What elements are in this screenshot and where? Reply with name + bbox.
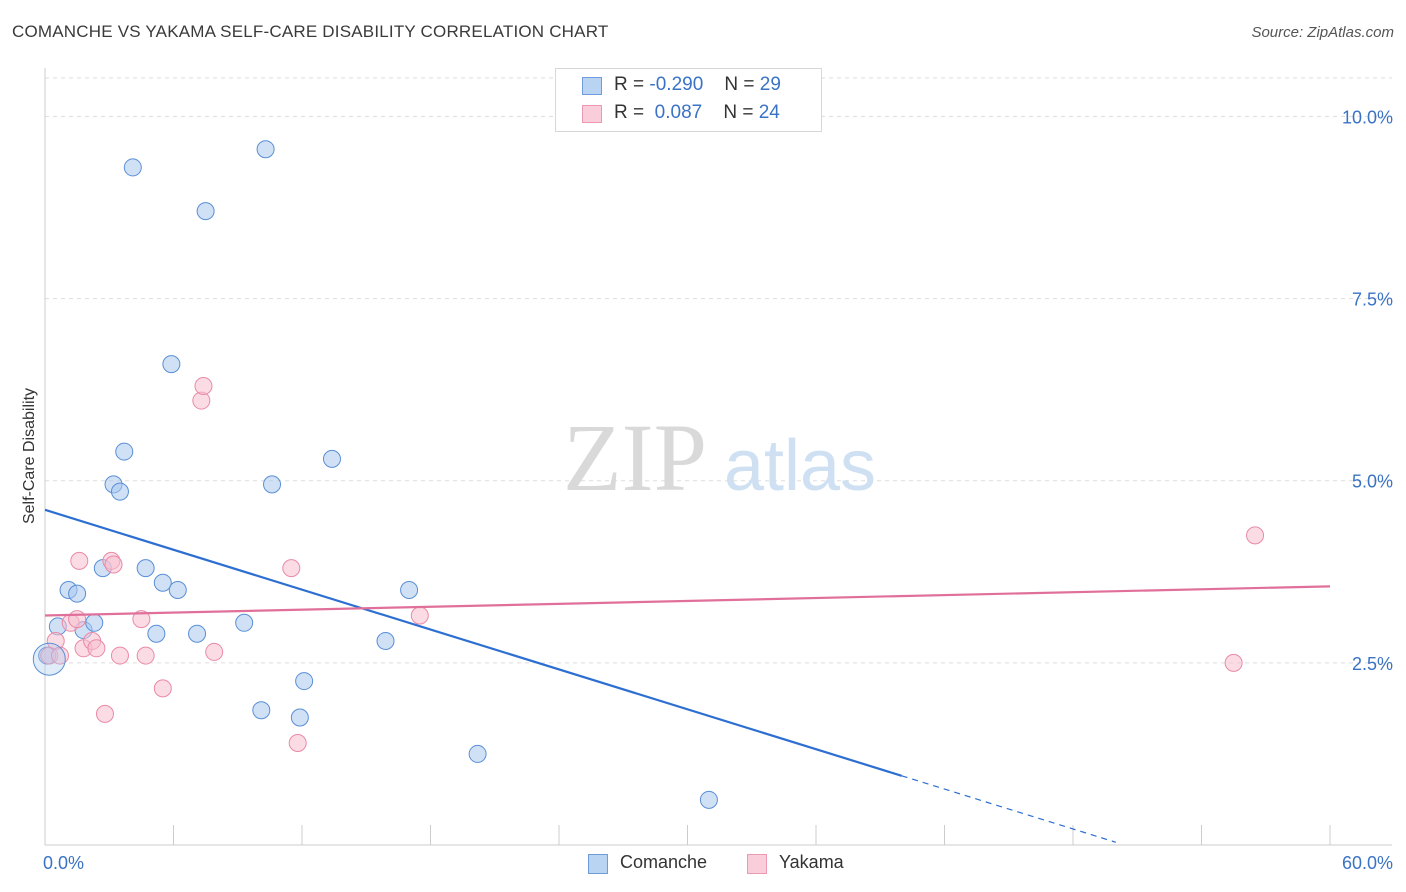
point-yakama [205,642,224,661]
bottom-legend-label: Comanche [620,852,708,872]
watermark-atlas: atlas [724,426,876,506]
stats-legend: R = -0.290 N = 29 R = 0.087 N = 24 [555,68,822,132]
legend-n-value: 29 [759,74,781,95]
point-comanche [400,581,419,599]
point-yakama [282,559,301,578]
legend-r-value: 0.087 [649,102,703,123]
point-comanche [188,624,207,643]
point-yakama [1246,526,1265,545]
legend-n-label: N = [723,102,754,123]
point-comanche [256,140,275,159]
point-comanche [322,449,341,468]
point-comanche [153,573,172,592]
legend-swatch-yakama [582,105,602,123]
point-comanche [162,355,181,374]
point-comanche [168,581,187,599]
point-comanche [376,632,395,650]
legend-r-value: -0.290 [649,74,704,95]
source-label: Source: ZipAtlas.com [1251,24,1394,41]
point-comanche [196,202,215,221]
point-yakama [132,610,151,629]
point-comanche [468,744,487,763]
bottom-legend-label: Yakama [779,852,844,872]
chart-title: COMANCHE VS YAKAMA SELF-CARE DISABILITY … [12,22,609,41]
point-comanche [123,158,142,177]
point-comanche [85,613,104,632]
x-tick-label: 0.0% [43,853,84,873]
point-yakama [410,606,429,625]
point-yakama [1224,653,1243,672]
point-comanche [68,584,87,603]
point-comanche [295,672,314,691]
y-tick-label: 10.0% [1342,107,1393,127]
axes [44,68,1392,846]
point-yakama [70,551,89,570]
point-yakama [68,610,87,629]
legend-n-value: 24 [758,102,780,123]
point-comanche [290,708,309,727]
bottom-legend-swatch-comanche [588,854,608,874]
point-yakama [153,679,172,698]
tick-labels: 2.5% 5.0% 7.5% 10.0% 0.0% 60.0% [43,107,1393,873]
point-comanche [235,613,254,632]
legend-swatch-comanche [582,77,602,95]
trend-line-comanche-extension [901,775,1117,843]
data-points [32,140,1265,809]
point-yakama [104,555,123,574]
gridlines [45,77,1392,664]
point-yakama [136,646,155,665]
trend-line-yakama [44,585,1331,617]
point-yakama [288,734,307,752]
point-comanche [699,790,718,809]
legend-n-label: N = [724,74,755,95]
point-comanche [115,442,134,461]
point-comanche [252,701,271,720]
point-comanche [32,642,66,676]
point-comanche [263,475,282,494]
legend-r-label: R = [614,74,645,95]
point-yakama [110,646,129,665]
point-yakama [87,639,106,658]
y-tick-label: 5.0% [1352,472,1393,492]
point-comanche [110,482,129,501]
x-tick-label: 60.0% [1342,853,1393,873]
point-yakama [95,704,114,723]
trend-line-comanche [44,508,902,777]
point-comanche [136,559,155,578]
point-comanche [147,624,166,643]
bottom-legend-swatch-yakama [747,854,767,874]
point-yakama [194,377,213,395]
legend-r-label: R = [614,102,645,123]
watermark: ZIP atlas [563,404,876,511]
trend-lines [44,508,1331,843]
watermark-zip: ZIP [563,404,707,511]
y-tick-label: 7.5% [1352,290,1393,310]
y-tick-label: 2.5% [1352,654,1393,674]
